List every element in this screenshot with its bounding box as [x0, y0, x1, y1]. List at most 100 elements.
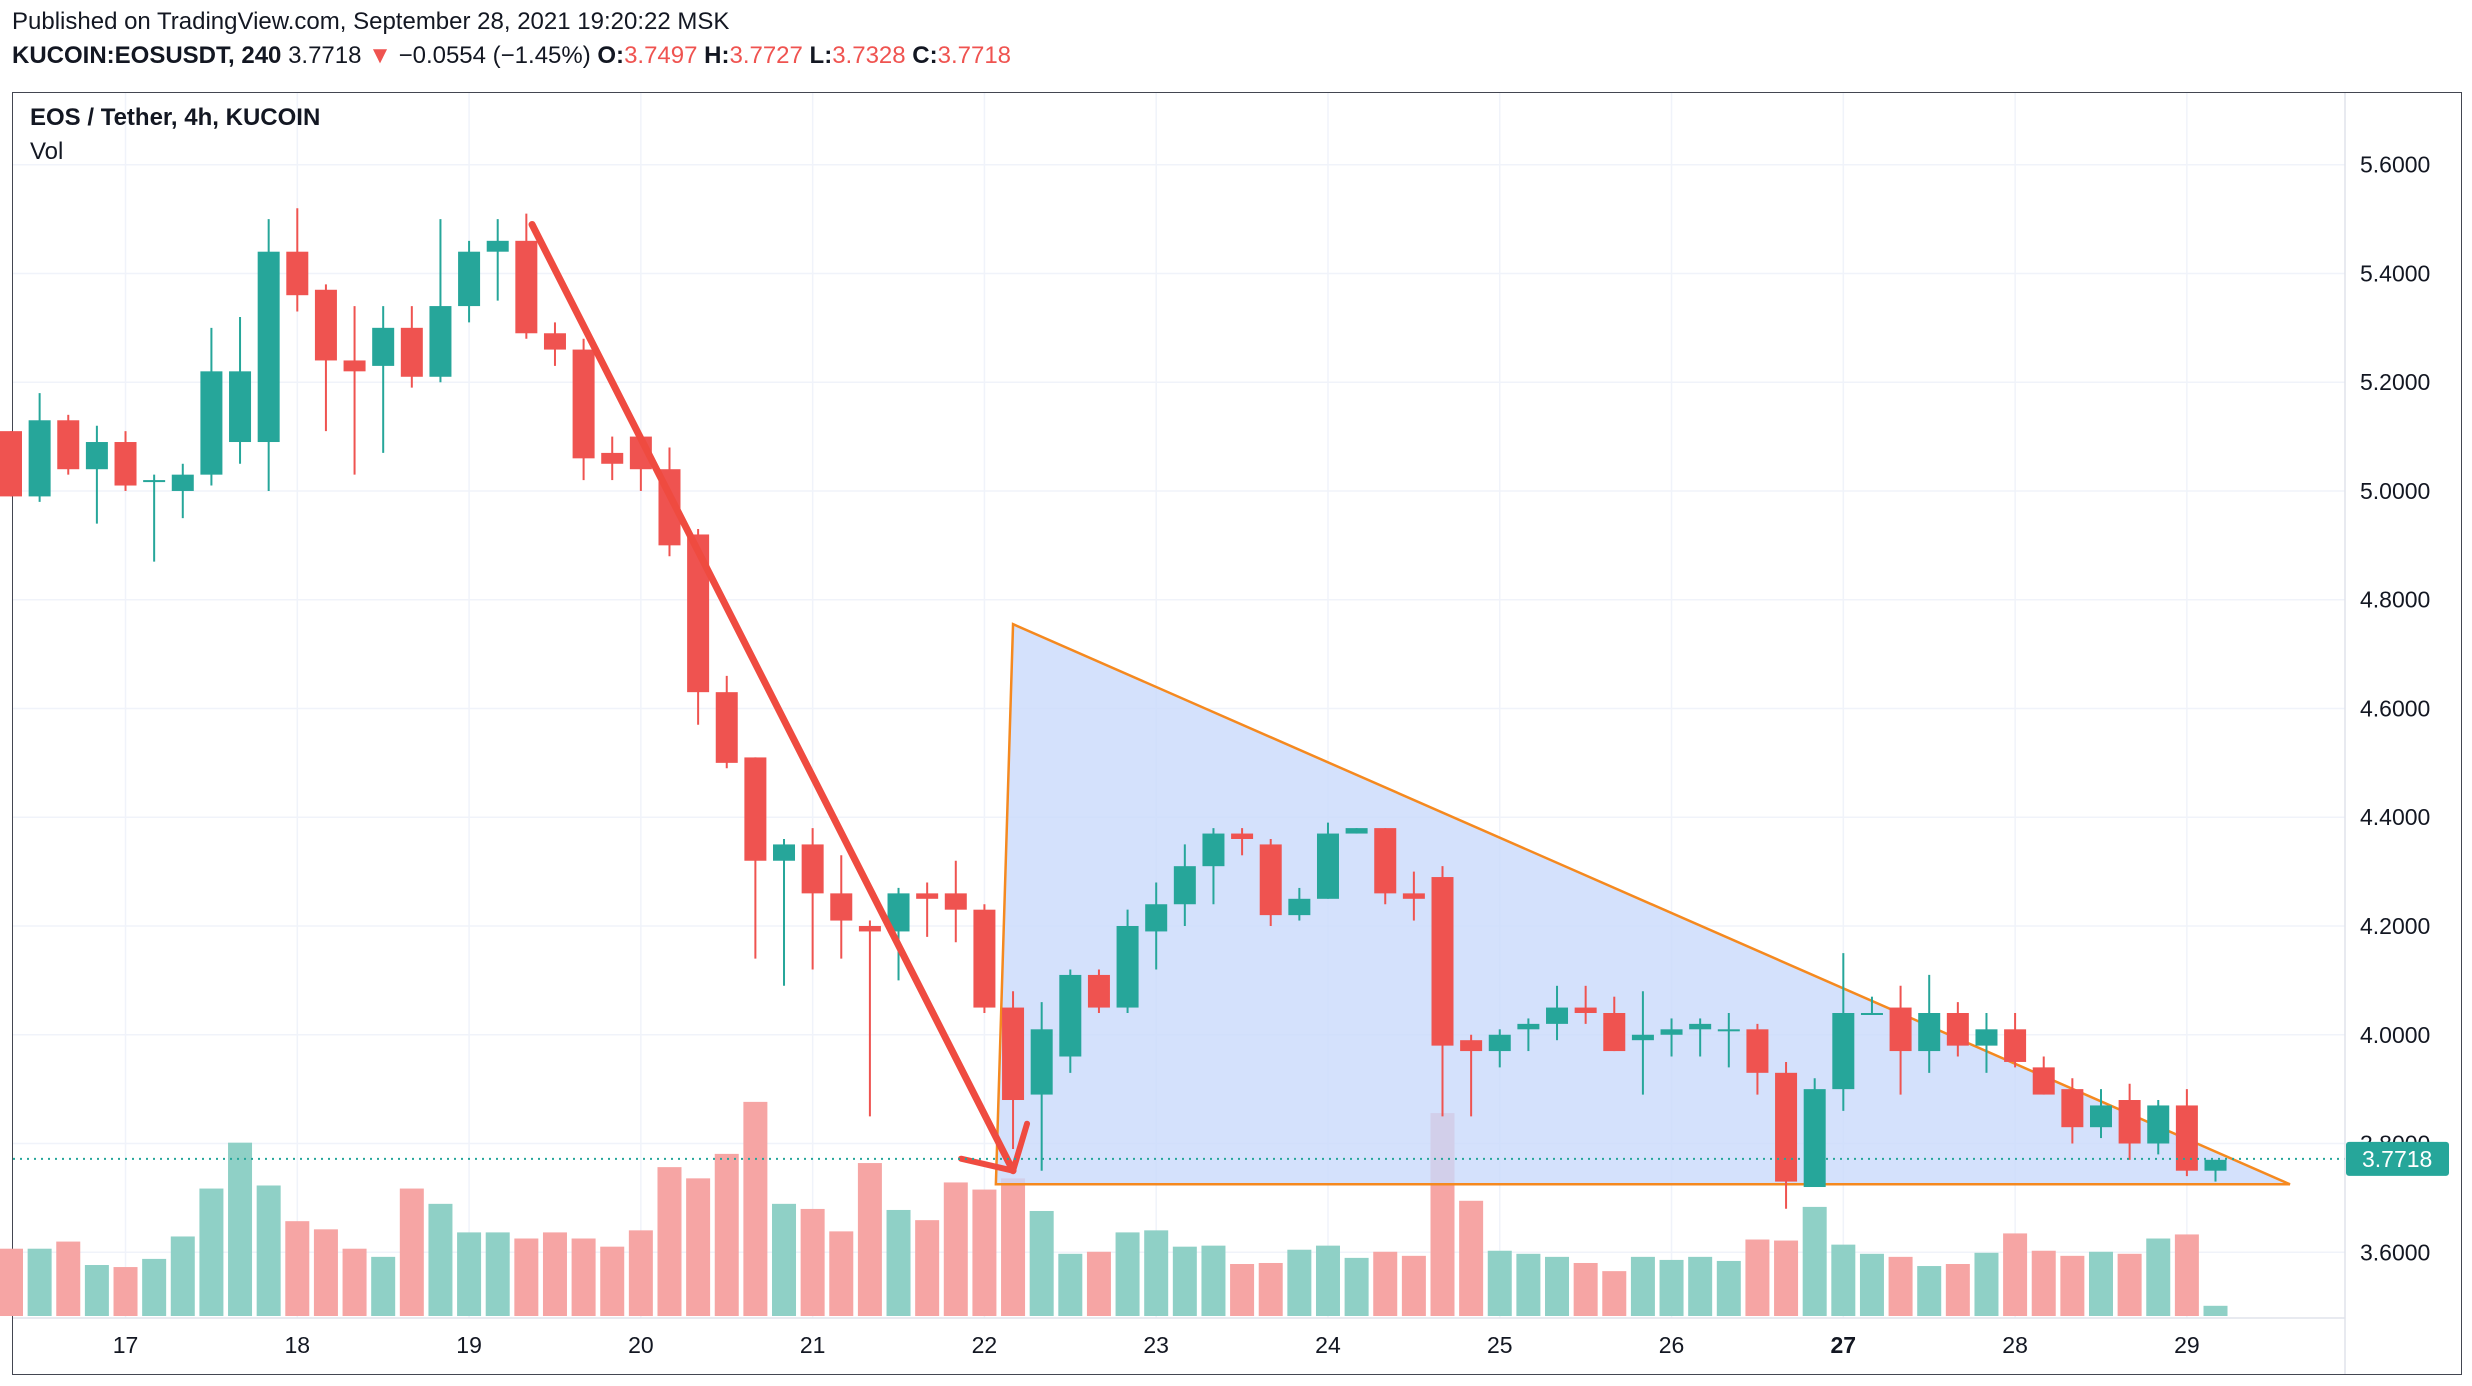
- volume-bar: [1315, 1245, 1340, 1316]
- price-tick-label: 4.8000: [2360, 587, 2430, 613]
- volume-bar: [514, 1238, 539, 1316]
- volume-bar: [1573, 1262, 1598, 1316]
- arrow-head: [958, 1120, 1031, 1174]
- time-tick-label: 20: [628, 1332, 654, 1358]
- time-tick-label: 21: [800, 1332, 826, 1358]
- candle-body: [715, 692, 738, 763]
- candle-body: [2175, 1105, 2198, 1171]
- candle-body: [1803, 1089, 1826, 1188]
- last-price-badge: [2346, 1141, 2449, 1176]
- time-tick-label: 25: [1487, 1332, 1513, 1358]
- candle-body: [1717, 1029, 1740, 1032]
- published-label: Published on TradingView.com, September …: [12, 8, 730, 35]
- volume-bar: [571, 1238, 596, 1316]
- candle-body: [1660, 1029, 1683, 1035]
- volume-bar: [1516, 1253, 1541, 1316]
- candle-body: [343, 360, 366, 372]
- last-price-badge-label: 3.7718: [2362, 1146, 2432, 1172]
- price-tick-label: 5.0000: [2360, 478, 2430, 504]
- price-tick-label: 4.6000: [2360, 695, 2430, 721]
- chart-frame[interactable]: [12, 92, 2462, 1375]
- volume-bar: [428, 1203, 453, 1316]
- volume-bar: [686, 1178, 711, 1316]
- time-tick-label: 27: [1831, 1332, 1857, 1358]
- volume-bar: [457, 1232, 482, 1316]
- volume-bar: [1115, 1232, 1140, 1316]
- candle-body: [744, 757, 767, 861]
- price-tick-label: 5.2000: [2360, 369, 2430, 395]
- price-axis[interactable]: 5.6000 5.4000 5.2000 5.0000 4.8000 4.6000 4.40…: [2346, 152, 2449, 1266]
- volume-bar: [371, 1256, 396, 1316]
- volume-bar: [2060, 1255, 2085, 1316]
- volume-bar: [2088, 1251, 2113, 1316]
- candle-body: [429, 306, 452, 377]
- candle-body: [830, 893, 853, 921]
- candle-body: [1460, 1040, 1483, 1052]
- time-tick-label: 17: [113, 1332, 139, 1358]
- volume-bar: [1688, 1256, 1713, 1316]
- candle-body: [1946, 1013, 1969, 1046]
- volume-bar: [657, 1167, 682, 1316]
- candle-body: [773, 844, 796, 861]
- volume-bar: [857, 1163, 882, 1316]
- volume-bar: [1344, 1257, 1369, 1316]
- candle-body: [314, 289, 337, 361]
- candle-body: [973, 909, 996, 1008]
- volume-bar: [313, 1229, 338, 1316]
- candle-body: [1488, 1034, 1511, 1052]
- change-value: −0.0554 (−1.45%): [398, 42, 591, 69]
- volume-bar: [600, 1246, 625, 1316]
- volume-bar: [1774, 1240, 1799, 1316]
- volume-bar: [1487, 1250, 1512, 1316]
- volume-bar: [1401, 1255, 1426, 1316]
- time-axis[interactable]: 1617181920212223242526272829: [0, 1332, 2200, 1358]
- candle-body: [543, 333, 566, 350]
- volume-bar: [1974, 1252, 1999, 1316]
- volume-bar: [142, 1258, 167, 1316]
- time-tick-label: 24: [1315, 1332, 1341, 1358]
- volume-bar: [628, 1230, 653, 1316]
- volume-bar: [56, 1241, 81, 1316]
- candle-body: [1889, 1007, 1912, 1052]
- candle-body: [257, 251, 280, 443]
- candle-body: [1689, 1023, 1712, 1030]
- candle-body: [1345, 828, 1368, 834]
- volume-bar: [1001, 1178, 1026, 1316]
- candle-body: [601, 452, 624, 464]
- volume-bar: [2117, 1253, 2142, 1316]
- time-tick-label: 26: [1659, 1332, 1685, 1358]
- candle-body: [1402, 893, 1425, 899]
- volume-bar: [829, 1231, 854, 1316]
- candle-body: [1116, 925, 1139, 1008]
- trend-arrow[interactable]: [528, 221, 1031, 1175]
- volume-bar: [1201, 1245, 1226, 1316]
- volume-label: Vol: [30, 138, 64, 165]
- candle-body: [1775, 1072, 1798, 1182]
- volume-bar: [285, 1221, 310, 1316]
- candle-body: [687, 534, 710, 693]
- candle-body: [2061, 1089, 2084, 1128]
- candle-body: [171, 474, 194, 491]
- volume-bar: [542, 1232, 567, 1316]
- volume-bar: [228, 1142, 253, 1316]
- volume-bar: [714, 1153, 739, 1316]
- candlesticks[interactable]: [0, 208, 2227, 1209]
- candle-body: [2118, 1100, 2141, 1144]
- volume-bar: [256, 1185, 281, 1316]
- volume-bar: [972, 1189, 997, 1316]
- grid-lines: [13, 93, 2345, 1318]
- candle-body: [1574, 1007, 1597, 1014]
- volume-bar: [2203, 1305, 2228, 1316]
- volume-bar: [1373, 1251, 1398, 1316]
- volume-bar: [943, 1182, 968, 1316]
- volume-bar: [1144, 1230, 1169, 1316]
- candle-body: [1603, 1013, 1626, 1052]
- candle-body: [0, 431, 22, 497]
- price-tick-label: 5.6000: [2360, 152, 2430, 178]
- volume-bar: [772, 1203, 797, 1316]
- volume-bar: [1086, 1251, 1111, 1316]
- volume-bar: [1058, 1253, 1083, 1316]
- candle-body: [2032, 1067, 2055, 1095]
- volume-bar: [1287, 1249, 1312, 1316]
